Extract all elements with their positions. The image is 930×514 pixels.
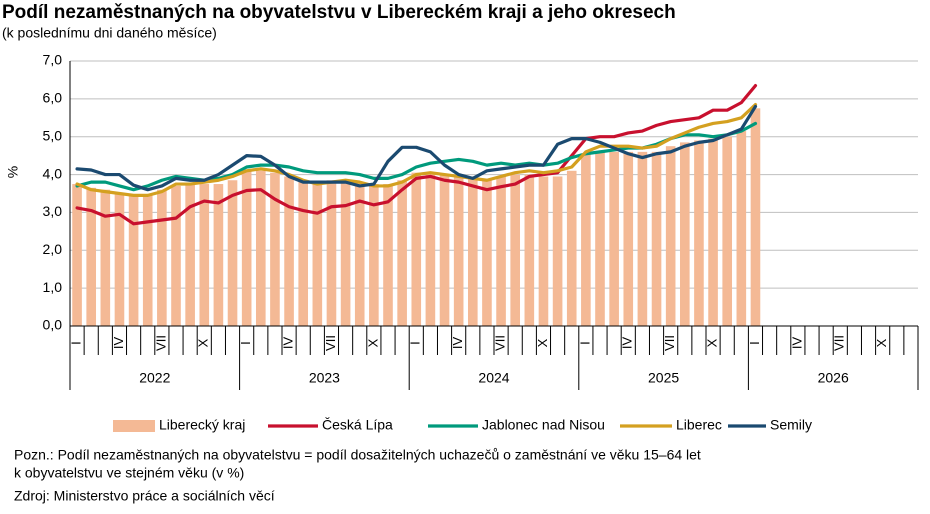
x-tick-label: VII xyxy=(323,335,338,351)
year-label: 2025 xyxy=(648,370,679,386)
bar xyxy=(467,178,478,326)
bar xyxy=(383,184,393,326)
line xyxy=(75,102,758,197)
year-label: 2024 xyxy=(478,370,509,386)
bar xyxy=(453,176,464,326)
bar xyxy=(354,182,365,326)
bar xyxy=(510,174,521,326)
x-tick-label: VII xyxy=(832,335,847,351)
legend-label: Liberec xyxy=(676,417,722,433)
bar xyxy=(185,184,195,326)
bar xyxy=(284,176,294,326)
y-tick-label: 7,0 xyxy=(43,52,63,68)
chart-subtitle: (k poslednímu dni daného měsíce) xyxy=(2,25,217,41)
year-label: 2023 xyxy=(309,370,340,386)
y-tick-label: 3,0 xyxy=(43,203,63,219)
bar xyxy=(552,176,563,326)
bar xyxy=(114,193,125,326)
x-tick-label: I xyxy=(577,341,592,345)
bar xyxy=(708,138,718,326)
bar xyxy=(750,108,761,326)
year-label: 2026 xyxy=(818,370,849,386)
bar xyxy=(722,136,733,326)
x-tick-label: IV xyxy=(111,337,126,350)
x-tick-label: I xyxy=(238,341,253,345)
bar xyxy=(524,174,535,326)
bar xyxy=(439,174,450,326)
x-tick-label: VII xyxy=(153,335,168,351)
bar xyxy=(482,180,492,326)
bar xyxy=(665,146,676,326)
bar xyxy=(199,184,210,326)
x-tick-label: IV xyxy=(450,337,465,350)
x-tick-label: X xyxy=(874,338,889,347)
bar xyxy=(340,180,351,326)
bar xyxy=(157,189,167,326)
chart-title: Podíl nezaměstnaných na obyvatelstvu v L… xyxy=(2,2,676,23)
bar xyxy=(128,195,139,326)
x-tick-label: I xyxy=(69,341,84,345)
bar xyxy=(86,187,97,326)
y-tick-label: 1,0 xyxy=(43,279,63,295)
bar xyxy=(623,151,634,326)
bar xyxy=(651,151,662,326)
y-tick-label: 6,0 xyxy=(43,90,63,106)
line xyxy=(75,104,758,192)
bar xyxy=(397,180,407,326)
y-tick-label: 0,0 xyxy=(43,317,63,333)
legend-label: Česká Lípa xyxy=(322,417,393,433)
bar xyxy=(637,151,648,326)
bar xyxy=(100,189,111,326)
y-tick-label: 5,0 xyxy=(43,127,63,143)
bar xyxy=(694,140,704,326)
bar xyxy=(213,184,224,326)
bar xyxy=(581,153,591,326)
x-tick-label: X xyxy=(196,338,211,347)
x-tick-label: IV xyxy=(789,337,804,350)
legend-label: Liberecký kraj xyxy=(159,417,245,433)
note: Pozn.: Podíl nezaměstnaných na obyvatels… xyxy=(14,447,701,463)
line xyxy=(75,84,758,226)
bar xyxy=(227,180,238,326)
legend-label: Semily xyxy=(770,417,812,433)
bar xyxy=(595,151,605,326)
bar xyxy=(411,172,422,326)
bar xyxy=(298,180,309,326)
y-tick-label: 4,0 xyxy=(43,165,63,181)
bar xyxy=(736,131,747,326)
bar xyxy=(369,184,379,326)
bar xyxy=(241,170,252,326)
x-tick-label: VII xyxy=(662,335,677,351)
bar xyxy=(326,180,337,326)
x-tick-label: I xyxy=(747,341,762,345)
x-tick-label: X xyxy=(535,338,550,347)
x-tick-label: VII xyxy=(493,335,508,351)
bar xyxy=(538,176,549,326)
bar xyxy=(255,170,266,326)
year-label: 2022 xyxy=(139,370,170,386)
y-tick-label: 2,0 xyxy=(43,241,63,257)
bar xyxy=(270,172,280,326)
note: k obyvatelstvu ve stejném věku (v %) xyxy=(14,465,244,481)
source: Zdroj: Ministerstvo práce a sociálních v… xyxy=(14,488,275,504)
x-tick-label: X xyxy=(365,338,380,347)
bar xyxy=(142,195,153,326)
bar xyxy=(566,170,577,326)
x-tick-label: I xyxy=(408,341,423,345)
bar xyxy=(312,182,323,326)
bar xyxy=(609,151,619,326)
bar xyxy=(72,184,82,326)
bar xyxy=(171,185,181,326)
x-tick-label: IV xyxy=(281,337,296,350)
legend-swatch xyxy=(113,420,155,432)
y-axis-label: % xyxy=(5,166,21,178)
bar xyxy=(496,176,506,326)
bar xyxy=(679,142,690,326)
x-tick-label: X xyxy=(705,338,720,347)
bar xyxy=(425,172,436,326)
x-tick-label: IV xyxy=(620,337,635,350)
legend-label: Jablonec nad Nisou xyxy=(482,417,605,433)
